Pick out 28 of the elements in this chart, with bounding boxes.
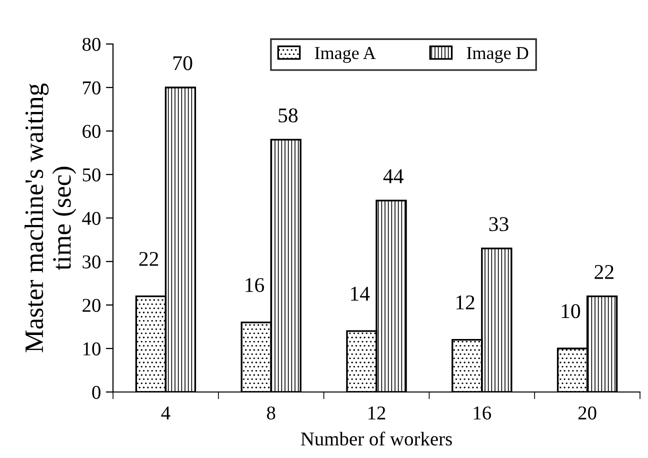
data-label: 22	[139, 252, 158, 266]
x-tick-label: 20	[578, 406, 596, 420]
data-label: 44	[383, 169, 404, 184]
data-label: 22	[594, 265, 614, 279]
y-tick-label: 50	[82, 168, 100, 182]
y-axis-title: Master machine's waiting time (sec)	[24, 83, 76, 352]
y-tick-label: 20	[82, 298, 100, 312]
data-label: 12	[456, 295, 474, 310]
data-label: 16	[246, 278, 264, 292]
y-tick-label: 0	[92, 386, 100, 399]
data-label: 33	[489, 217, 508, 232]
data-label: 70	[174, 56, 192, 70]
y-tick-label: 70	[83, 81, 100, 94]
x-tick-label: 12	[368, 406, 386, 420]
y-tick-label: 10	[83, 342, 100, 356]
y-tick-label: 60	[82, 124, 100, 138]
x-tick-label: 4	[161, 406, 170, 420]
x-axis-title: Number of workers	[300, 432, 452, 446]
y-tick-label: 30	[82, 255, 100, 268]
x-tick-label: 8	[266, 406, 276, 420]
x-tick-label: 16	[474, 406, 492, 420]
data-label: 58	[278, 108, 298, 122]
legend-label: Image D	[466, 47, 528, 63]
data-label: 10	[562, 304, 580, 318]
data-label: 14	[351, 286, 370, 301]
y-tick-label: 80	[82, 38, 100, 51]
y-tick-label: 40	[82, 212, 100, 225]
legend-label: Image A	[314, 47, 376, 63]
